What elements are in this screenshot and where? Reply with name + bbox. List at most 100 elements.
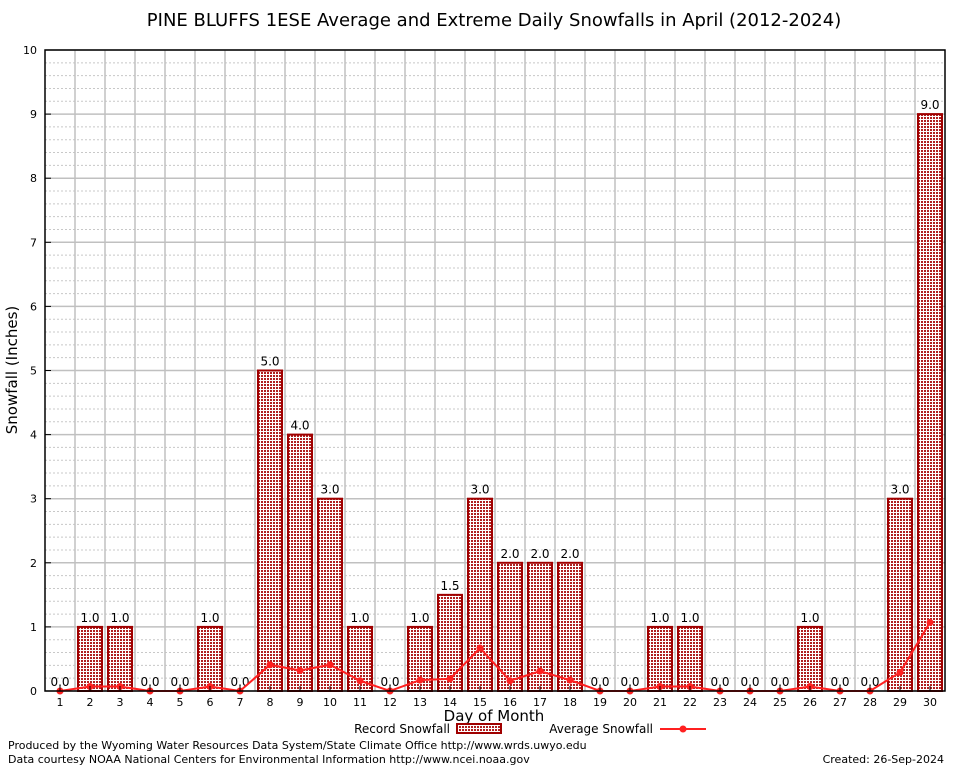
bar-day-26 [797, 625, 823, 693]
average-point-day-10 [326, 661, 334, 669]
x-tick-label: 23 [713, 696, 727, 709]
bar-day-22 [677, 625, 703, 693]
x-tick-label: 25 [773, 696, 787, 709]
bar-label-day-30: 9.0 [920, 98, 939, 112]
y-tick-label: 2 [30, 557, 37, 570]
bar-day-21 [647, 625, 673, 693]
bar-label-day-26: 1.0 [800, 611, 819, 625]
bar-label-day-14: 1.5 [440, 579, 459, 593]
legend-label-average: Average Snowfall [549, 722, 653, 736]
average-point-day-30 [926, 618, 934, 626]
footer-created: Created: 26-Sep-2024 [822, 753, 944, 766]
y-tick-label: 6 [30, 300, 37, 313]
bar-day-18 [557, 561, 583, 692]
x-tick-label: 30 [923, 696, 937, 709]
bar-day-8 [257, 369, 283, 692]
bar-label-day-8: 5.0 [260, 355, 279, 369]
y-tick-label: 8 [30, 172, 37, 185]
average-point-day-16 [506, 677, 514, 685]
x-tick-label: 2 [87, 696, 94, 709]
bar-day-2 [77, 625, 103, 693]
x-tick-label: 7 [237, 696, 244, 709]
x-axis-label: Day of Month [444, 707, 545, 725]
bar-label-day-13: 1.0 [410, 611, 429, 625]
x-tick-label: 1 [57, 696, 64, 709]
average-point-day-17 [536, 667, 544, 675]
x-tick-label: 24 [743, 696, 757, 709]
y-tick-label: 9 [30, 108, 37, 121]
bar-label-day-28: 0.0 [860, 675, 879, 689]
x-tick-label: 20 [623, 696, 637, 709]
bar-label-day-24: 0.0 [740, 675, 759, 689]
bar-day-9 [287, 433, 313, 692]
x-tick-label: 9 [297, 696, 304, 709]
bar-day-30 [917, 113, 943, 693]
y-tick-label: 1 [30, 621, 37, 634]
x-tick-label: 14 [443, 696, 457, 709]
bar-label-day-11: 1.0 [350, 611, 369, 625]
x-tick-label: 12 [383, 696, 397, 709]
bar-label-day-18: 2.0 [560, 547, 579, 561]
bar-day-3 [107, 625, 133, 693]
bar-day-15 [467, 497, 493, 693]
x-tick-label: 19 [593, 696, 607, 709]
footer-produced: Produced by the Wyoming Water Resources … [8, 739, 587, 752]
x-tick-label: 5 [177, 696, 184, 709]
x-tick-label: 10 [323, 696, 337, 709]
bar-label-day-9: 4.0 [290, 419, 309, 433]
average-point-day-15 [476, 644, 484, 652]
average-point-day-8 [266, 661, 274, 669]
bar-label-day-15: 3.0 [470, 483, 489, 497]
bar-label-day-1: 0.0 [50, 675, 69, 689]
x-tick-label: 21 [653, 696, 667, 709]
x-tick-label: 13 [413, 696, 427, 709]
bar-label-day-19: 0.0 [590, 675, 609, 689]
bar-label-day-29: 3.0 [890, 483, 909, 497]
footer-courtesy: Data courtesy NOAA National Centers for … [8, 753, 530, 766]
y-tick-label: 3 [30, 493, 37, 506]
average-point-day-13 [416, 676, 424, 684]
bar-label-day-3: 1.0 [110, 611, 129, 625]
x-tick-label: 4 [147, 696, 154, 709]
bar-day-14 [437, 593, 463, 692]
x-tick-label: 29 [893, 696, 907, 709]
bar-label-day-4: 0.0 [140, 675, 159, 689]
bar-label-day-2: 1.0 [80, 611, 99, 625]
bar-label-day-12: 0.0 [380, 675, 399, 689]
x-tick-label: 22 [683, 696, 697, 709]
bar-label-day-25: 0.0 [770, 675, 789, 689]
x-tick-label: 18 [563, 696, 577, 709]
y-axis-label: Snowfall (Inches) [3, 306, 21, 434]
x-tick-label: 17 [533, 696, 547, 709]
bar-label-day-16: 2.0 [500, 547, 519, 561]
average-point-day-18 [566, 676, 574, 684]
x-tick-label: 6 [207, 696, 214, 709]
legend: Record Snowfall Average Snowfall [354, 722, 706, 736]
x-tick-label: 27 [833, 696, 847, 709]
legend-marker-average [679, 725, 687, 733]
y-tick-label: 4 [30, 429, 37, 442]
average-point-day-11 [356, 677, 364, 685]
bar-label-day-6: 1.0 [200, 611, 219, 625]
y-tick-label: 0 [30, 685, 37, 698]
x-tick-label: 28 [863, 696, 877, 709]
bar-label-day-23: 0.0 [710, 675, 729, 689]
bar-day-6 [197, 625, 223, 693]
y-tick-label: 10 [23, 44, 37, 57]
bar-label-day-20: 0.0 [620, 675, 639, 689]
x-tick-label: 3 [117, 696, 124, 709]
bar-label-day-5: 0.0 [170, 675, 189, 689]
legend-label-record: Record Snowfall [354, 722, 450, 736]
bar-day-29 [887, 497, 913, 693]
average-point-day-9 [296, 666, 304, 674]
y-tick-label: 7 [30, 236, 37, 249]
x-tick-label: 8 [267, 696, 274, 709]
bar-label-day-22: 1.0 [680, 611, 699, 625]
chart-title: PINE BLUFFS 1ESE Average and Extreme Dai… [147, 10, 841, 31]
bar-day-16 [497, 561, 523, 692]
bar-label-day-21: 1.0 [650, 611, 669, 625]
bar-label-day-27: 0.0 [830, 675, 849, 689]
bar-label-day-10: 3.0 [320, 483, 339, 497]
